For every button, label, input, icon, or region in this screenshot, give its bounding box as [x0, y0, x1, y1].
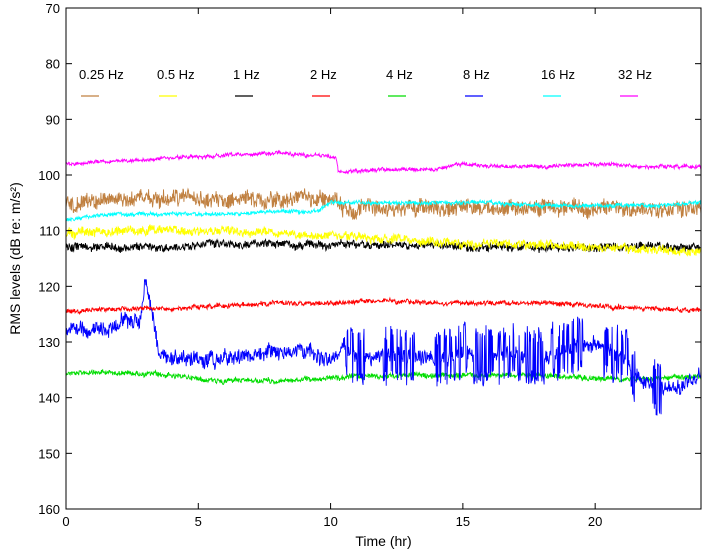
- axes-layer: 0 5 10 15 20 70 80 90 100 110 120 130 140 150 160: [38, 1, 701, 529]
- x-tick-label: 5: [195, 514, 202, 529]
- legend-label: 1 Hz: [233, 67, 260, 82]
- series-line: [65, 149, 702, 175]
- y-tick-label: 160: [38, 502, 60, 517]
- legend-label: 4 Hz: [386, 67, 413, 82]
- y-tick-label: 130: [38, 335, 60, 350]
- legend-label: 32 Hz: [618, 67, 652, 82]
- y-axis-label: RMS levels (dB re: m/s²): [7, 182, 23, 334]
- y-tick-label: 120: [38, 279, 60, 294]
- y-tick-label: 140: [38, 391, 60, 406]
- y-tick-label: 110: [39, 224, 60, 239]
- series-line: [65, 198, 702, 222]
- y-tick-label: 150: [38, 446, 60, 461]
- series-line: [65, 296, 702, 316]
- x-tick-label: 10: [323, 514, 337, 529]
- legend-label: 8 Hz: [463, 67, 490, 82]
- x-tick-label: 15: [456, 514, 470, 529]
- legend-label: 0.25 Hz: [79, 67, 124, 82]
- x-tick-label: 0: [62, 514, 69, 529]
- x-tick-label: 20: [588, 514, 602, 529]
- legend-label: 16 Hz: [541, 67, 575, 82]
- y-tick-label: 100: [38, 168, 60, 183]
- series-line: [65, 237, 702, 253]
- series-line: [65, 223, 702, 257]
- legend-label: 0.5 Hz: [157, 67, 195, 82]
- legend: 0.25 Hz 0.5 Hz 1 Hz 2 Hz 4 Hz 8 Hz 16 Hz 32 Hz: [79, 67, 652, 97]
- series-layer: [65, 149, 702, 416]
- x-axis-label: Time (hr): [355, 533, 411, 549]
- y-tick-label: 80: [46, 57, 60, 72]
- series-line: [65, 278, 702, 416]
- plot-frame: [65, 7, 702, 510]
- y-tick-label: 70: [46, 1, 60, 16]
- series-line: [65, 187, 702, 221]
- legend-label: 2 Hz: [310, 67, 337, 82]
- y-tick-label: 90: [46, 112, 60, 127]
